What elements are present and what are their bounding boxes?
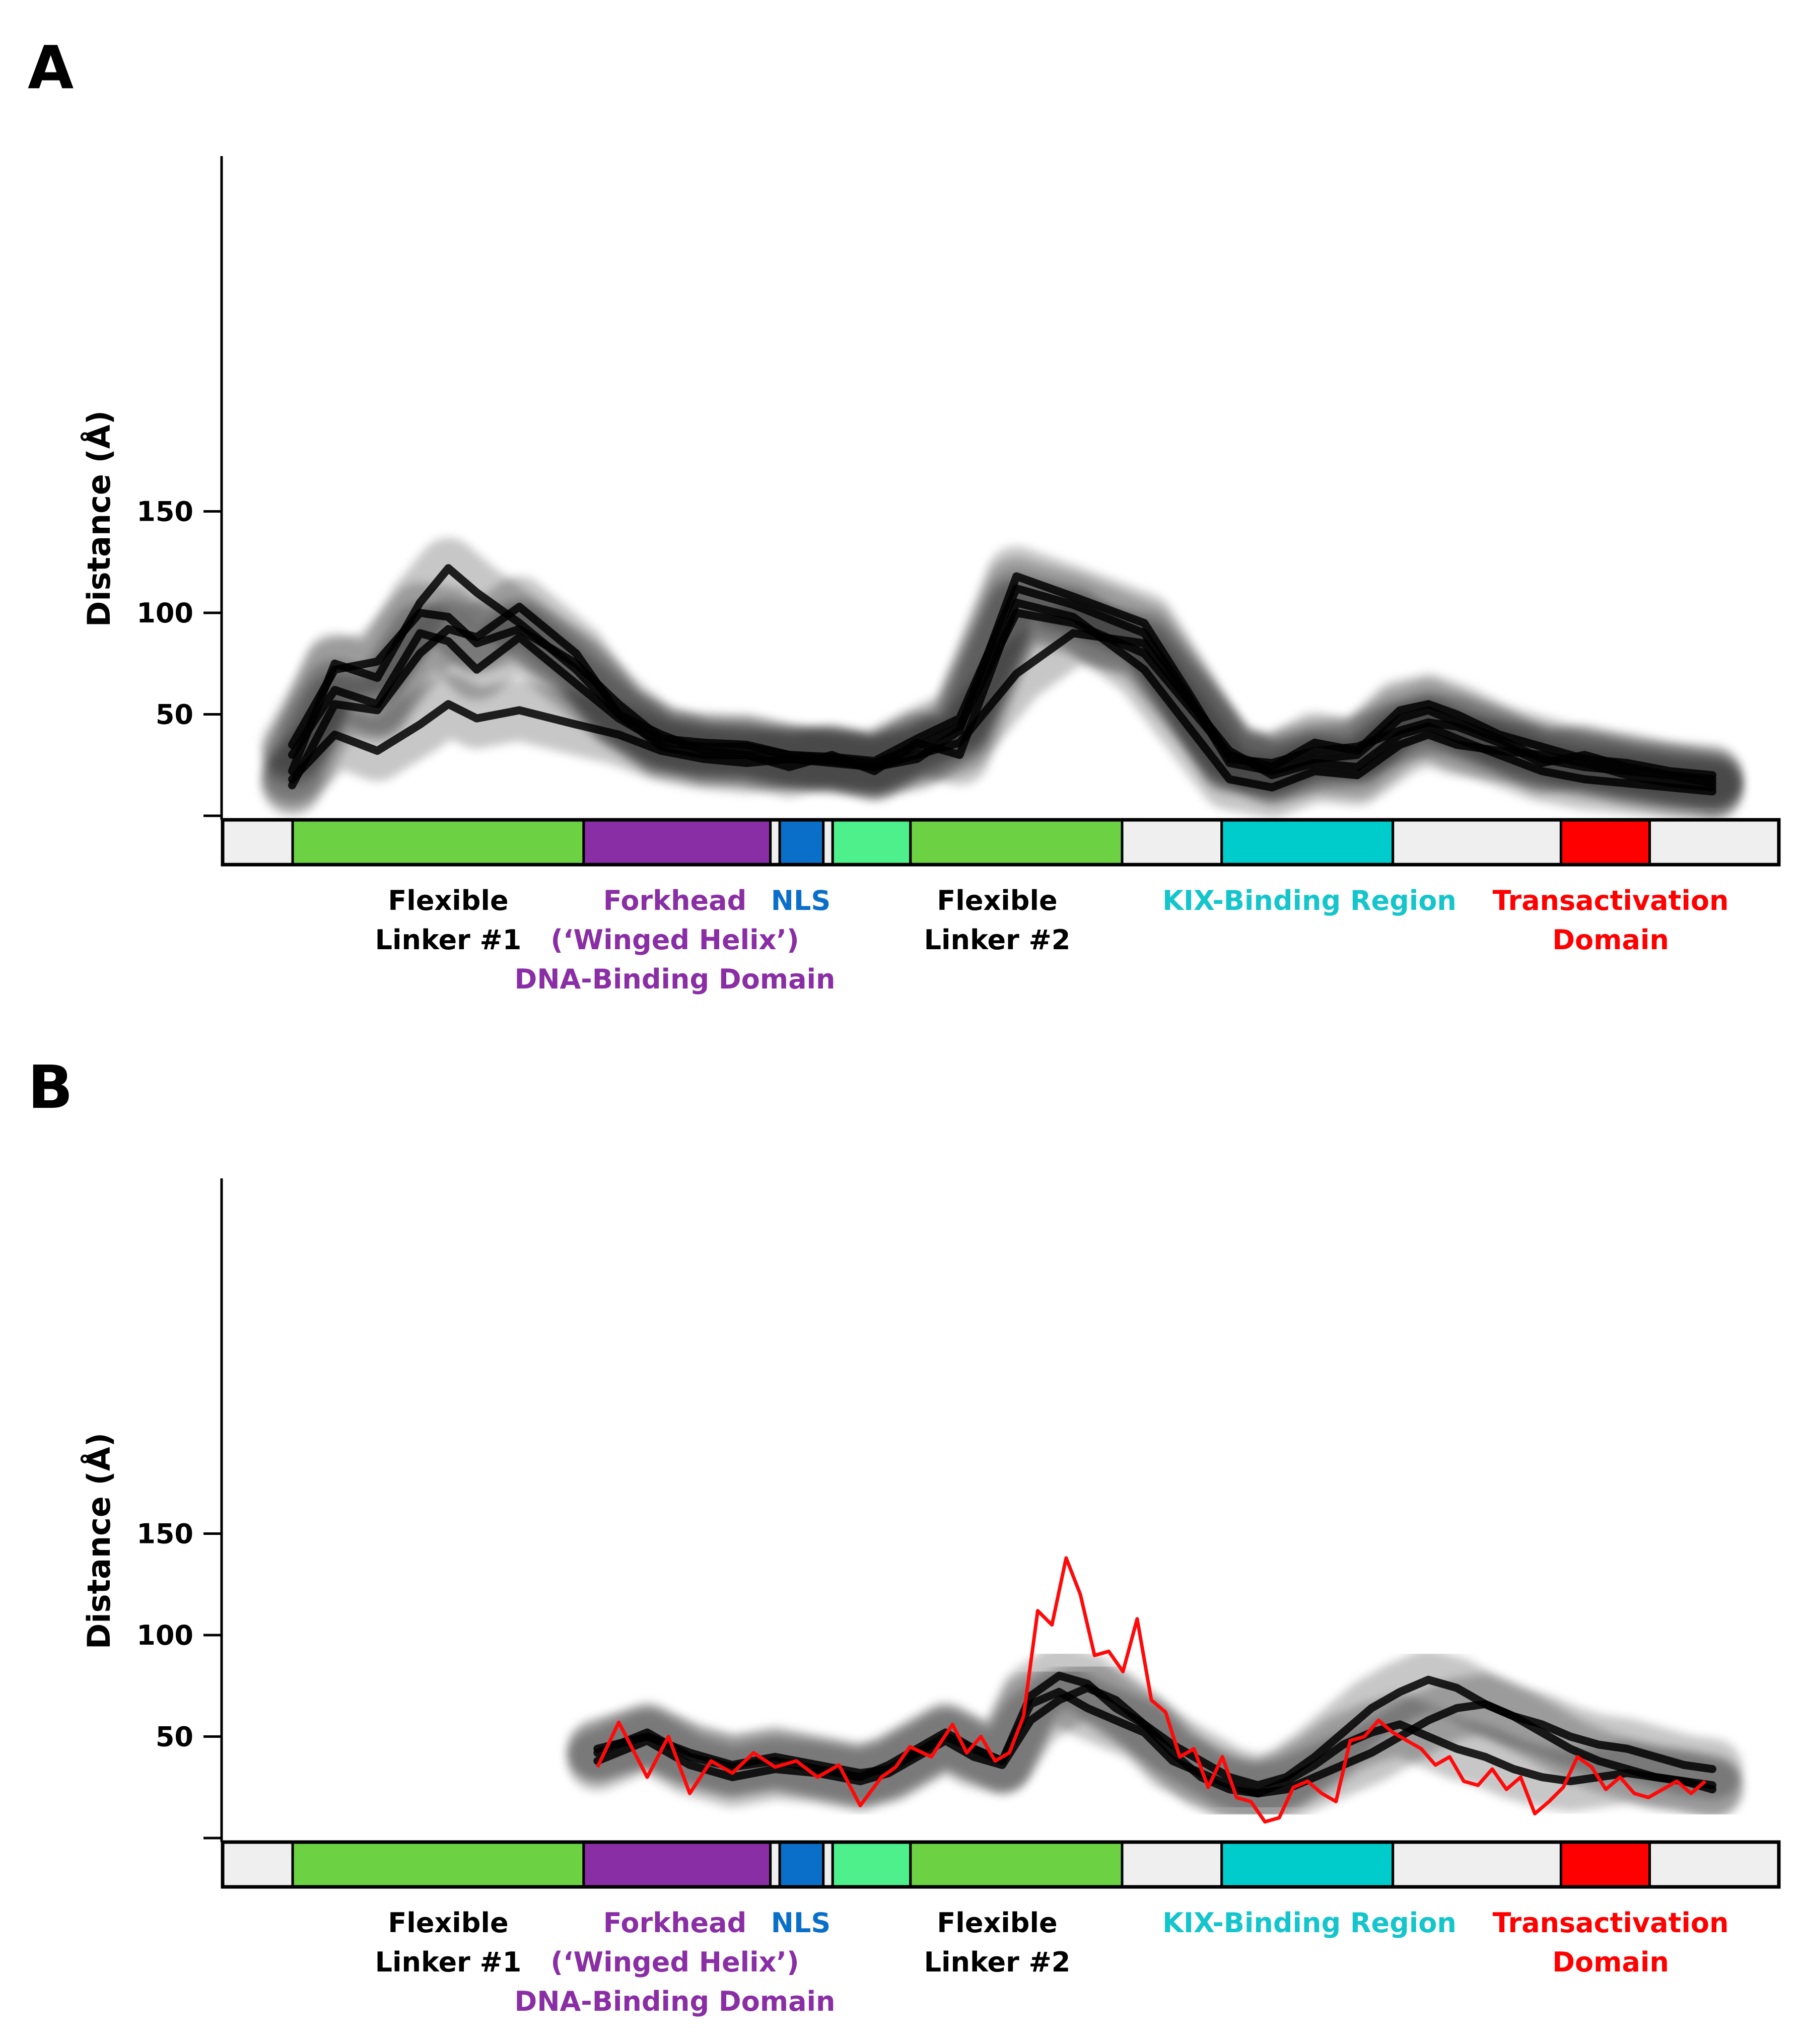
domain-bar-gap2 [822, 1841, 834, 1888]
domain-bar-linker1 [291, 1841, 585, 1888]
chart-b: 50 100 150 Distance (Å) [81, 1178, 1781, 1889]
label-linker2-line: Flexible [937, 885, 1058, 917]
panel-a: A 50 100 150 Distance (Å) Flexible Linker #1… [0, 0, 1801, 1012]
domain-bar-nls [778, 818, 825, 866]
label-linker1: Flexible Linker #1 [247, 1904, 650, 1982]
domain-bar-linker1 [291, 818, 585, 866]
label-kix: KIX-Binding Region [1108, 1904, 1511, 1943]
label-linker1: Flexible Linker #1 [247, 881, 650, 960]
label-transactivation: Transactivation Domain [1409, 1904, 1801, 1982]
domain-bar-forkhead [582, 818, 772, 866]
label-transactivation-line: Domain [1552, 924, 1669, 956]
domain-bar-transactivation [1559, 818, 1651, 866]
domain-bar-linker2 [909, 818, 1124, 866]
series-line-trace-5 [288, 629, 1716, 796]
chart-a: 50 100 150 Distance (Å) [81, 156, 1781, 867]
label-forkhead-line: Forkhead [603, 1907, 747, 1939]
y-axis-label: Distance (Å) [81, 410, 117, 627]
domain-bar-end [1648, 1841, 1780, 1888]
domain-bar-outline [221, 818, 1781, 867]
label-forkhead-line: Forkhead [603, 885, 747, 917]
label-transactivation: Transactivation Domain [1409, 881, 1801, 960]
domain-bar-forkhead [582, 1841, 772, 1888]
domain-bar-gap3 [1121, 818, 1223, 866]
y-tick-label: 100 [136, 597, 193, 629]
label-linker2: Flexible Linker #2 [796, 881, 1199, 960]
domain-bar-kix [1220, 818, 1395, 866]
label-transactivation-line: Transactivation [1492, 1907, 1729, 1939]
label-nls-line: NLS [771, 1907, 831, 1939]
domain-bar-gap4 [1392, 818, 1562, 866]
panel-letter-b: B [28, 1052, 73, 1122]
label-linker1-line: Linker #1 [375, 1946, 522, 1978]
series-line-ensemble-3 [593, 1671, 1716, 1790]
domain-bar-gap2 [822, 818, 834, 866]
domain-bar-mint [831, 1841, 912, 1888]
label-transactivation-line: Domain [1552, 1946, 1669, 1978]
domain-bar-gap1 [769, 818, 781, 866]
domain-bar-gap1 [769, 1841, 781, 1888]
label-kix-line: KIX-Binding Region [1162, 885, 1457, 917]
domain-bar-transactivation [1559, 1841, 1651, 1888]
label-linker1-line: Flexible [388, 885, 509, 917]
label-linker2-line: Linker #2 [924, 924, 1071, 956]
label-forkhead-line: (‘Winged Helix’) [550, 924, 799, 956]
y-tick-label: 50 [156, 699, 193, 731]
y-tick-label: 150 [136, 496, 193, 528]
domain-bar-mint [831, 818, 912, 866]
domain-bar-start [221, 1841, 294, 1888]
label-forkhead-line: DNA-Binding Domain [514, 963, 836, 995]
label-nls: NLS [599, 881, 1002, 921]
domain-bar-outline [221, 1840, 1781, 1889]
domain-bar-start [221, 818, 294, 866]
label-linker2: Flexible Linker #2 [796, 1904, 1199, 1982]
label-transactivation-line: Transactivation [1492, 885, 1729, 917]
label-linker1-line: Linker #1 [375, 924, 522, 956]
label-linker1-line: Flexible [388, 1907, 509, 1939]
domain-bar-gap4 [1392, 1841, 1562, 1888]
domain-bar-nls [778, 1841, 825, 1888]
label-forkhead-line: DNA-Binding Domain [514, 1986, 836, 2017]
y-tick-label: 100 [136, 1619, 193, 1651]
panel-b: B 50 100 150 Distance (Å) Flexible Linker #1… [0, 1022, 1801, 2044]
label-forkhead: Forkhead (‘Winged Helix’) DNA-Binding Doma… [473, 1904, 876, 2021]
label-nls-line: NLS [771, 885, 831, 917]
y-tick-label: 50 [156, 1721, 193, 1753]
label-kix: KIX-Binding Region [1108, 881, 1511, 921]
y-tick-label: 150 [136, 1518, 193, 1550]
label-forkhead-line: (‘Winged Helix’) [550, 1946, 799, 1978]
domain-bar-linker2 [909, 1841, 1124, 1888]
label-linker2-line: Flexible [937, 1907, 1058, 1939]
domain-bar-gap3 [1121, 1841, 1223, 1888]
label-linker2-line: Linker #2 [924, 1946, 1071, 1978]
label-forkhead: Forkhead (‘Winged Helix’) DNA-Binding Doma… [473, 881, 876, 999]
domain-bar-kix [1220, 1841, 1395, 1888]
label-nls: NLS [599, 1904, 1002, 1943]
domain-bar-end [1648, 818, 1780, 866]
highlighted-trace-line [596, 1556, 1707, 1824]
y-axis-label: Distance (Å) [81, 1433, 117, 1649]
label-kix-line: KIX-Binding Region [1162, 1907, 1457, 1939]
panel-letter-a: A [28, 33, 74, 102]
